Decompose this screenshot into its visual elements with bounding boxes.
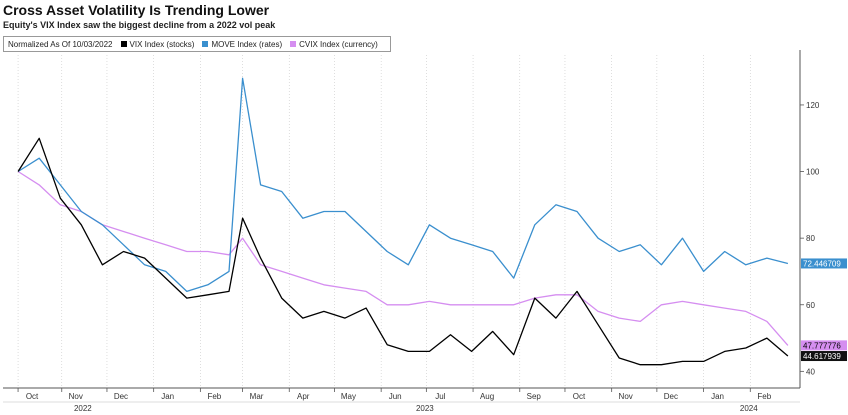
legend-item-vix: VIX Index (stocks)	[120, 39, 195, 49]
year-label-2: 2024	[740, 404, 758, 413]
end-value-label-2: 44.617939	[803, 352, 841, 361]
year-label-0: 2022	[74, 404, 92, 413]
x-tick-label-10: Aug	[480, 392, 494, 401]
x-tick-label-0: Oct	[26, 392, 39, 401]
end-value-label-1: 47.777776	[803, 341, 841, 350]
legend-swatch-vix	[120, 41, 127, 47]
x-tick-label-9: Jul	[435, 392, 445, 401]
x-tick-label-1: Nov	[69, 392, 83, 401]
y-tick-label-2: 80	[806, 234, 815, 243]
year-label-1: 2023	[416, 404, 434, 413]
end-value-box-0	[801, 258, 847, 269]
x-tick-label-15: Jan	[711, 392, 724, 401]
legend-swatch-move	[202, 41, 209, 47]
x-tick-label-12: Oct	[573, 392, 586, 401]
x-tick-label-11: Sep	[527, 392, 542, 401]
series-line-vix	[17, 137, 789, 366]
x-tick-label-4: Feb	[207, 392, 221, 401]
end-value-box-1	[801, 340, 847, 351]
x-tick-label-16: Feb	[757, 392, 771, 401]
series-line-move	[17, 77, 789, 293]
legend-label-vix: VIX Index (stocks)	[129, 39, 195, 49]
end-value-label-0: 72.446709	[803, 259, 841, 268]
chart-subtitle: Equity's VIX Index saw the biggest decli…	[3, 20, 276, 30]
legend: Normalized As Of 10/03/2022 VIX Index (s…	[3, 36, 391, 52]
end-value-box-2	[801, 351, 847, 362]
series-line-cvix	[17, 170, 789, 346]
y-tick-label-4: 120	[806, 101, 820, 110]
legend-swatch-cvix	[290, 41, 297, 47]
x-tick-label-3: Jan	[161, 392, 174, 401]
x-tick-label-14: Dec	[664, 392, 678, 401]
x-tick-label-8: Jun	[389, 392, 402, 401]
y-tick-label-0: 40	[806, 367, 815, 376]
x-tick-label-6: Apr	[297, 392, 310, 401]
y-tick-label-3: 100	[806, 168, 820, 177]
legend-label-move: MOVE Index (rates)	[211, 39, 283, 49]
legend-label-cvix: CVIX Index (currency)	[299, 39, 378, 49]
x-tick-label-13: Nov	[619, 392, 633, 401]
legend-prefix: Normalized As Of 10/03/2022	[8, 39, 113, 49]
y-tick-label-1: 60	[806, 301, 815, 310]
chart-title: Cross Asset Volatility Is Trending Lower	[3, 2, 270, 18]
x-tick-label-5: Mar	[250, 392, 264, 401]
x-tick-label-7: May	[341, 392, 356, 401]
x-tick-label-2: Dec	[114, 392, 128, 401]
legend-item-move: MOVE Index (rates)	[202, 40, 282, 49]
legend-item-cvix: CVIX Index (currency)	[290, 40, 378, 49]
